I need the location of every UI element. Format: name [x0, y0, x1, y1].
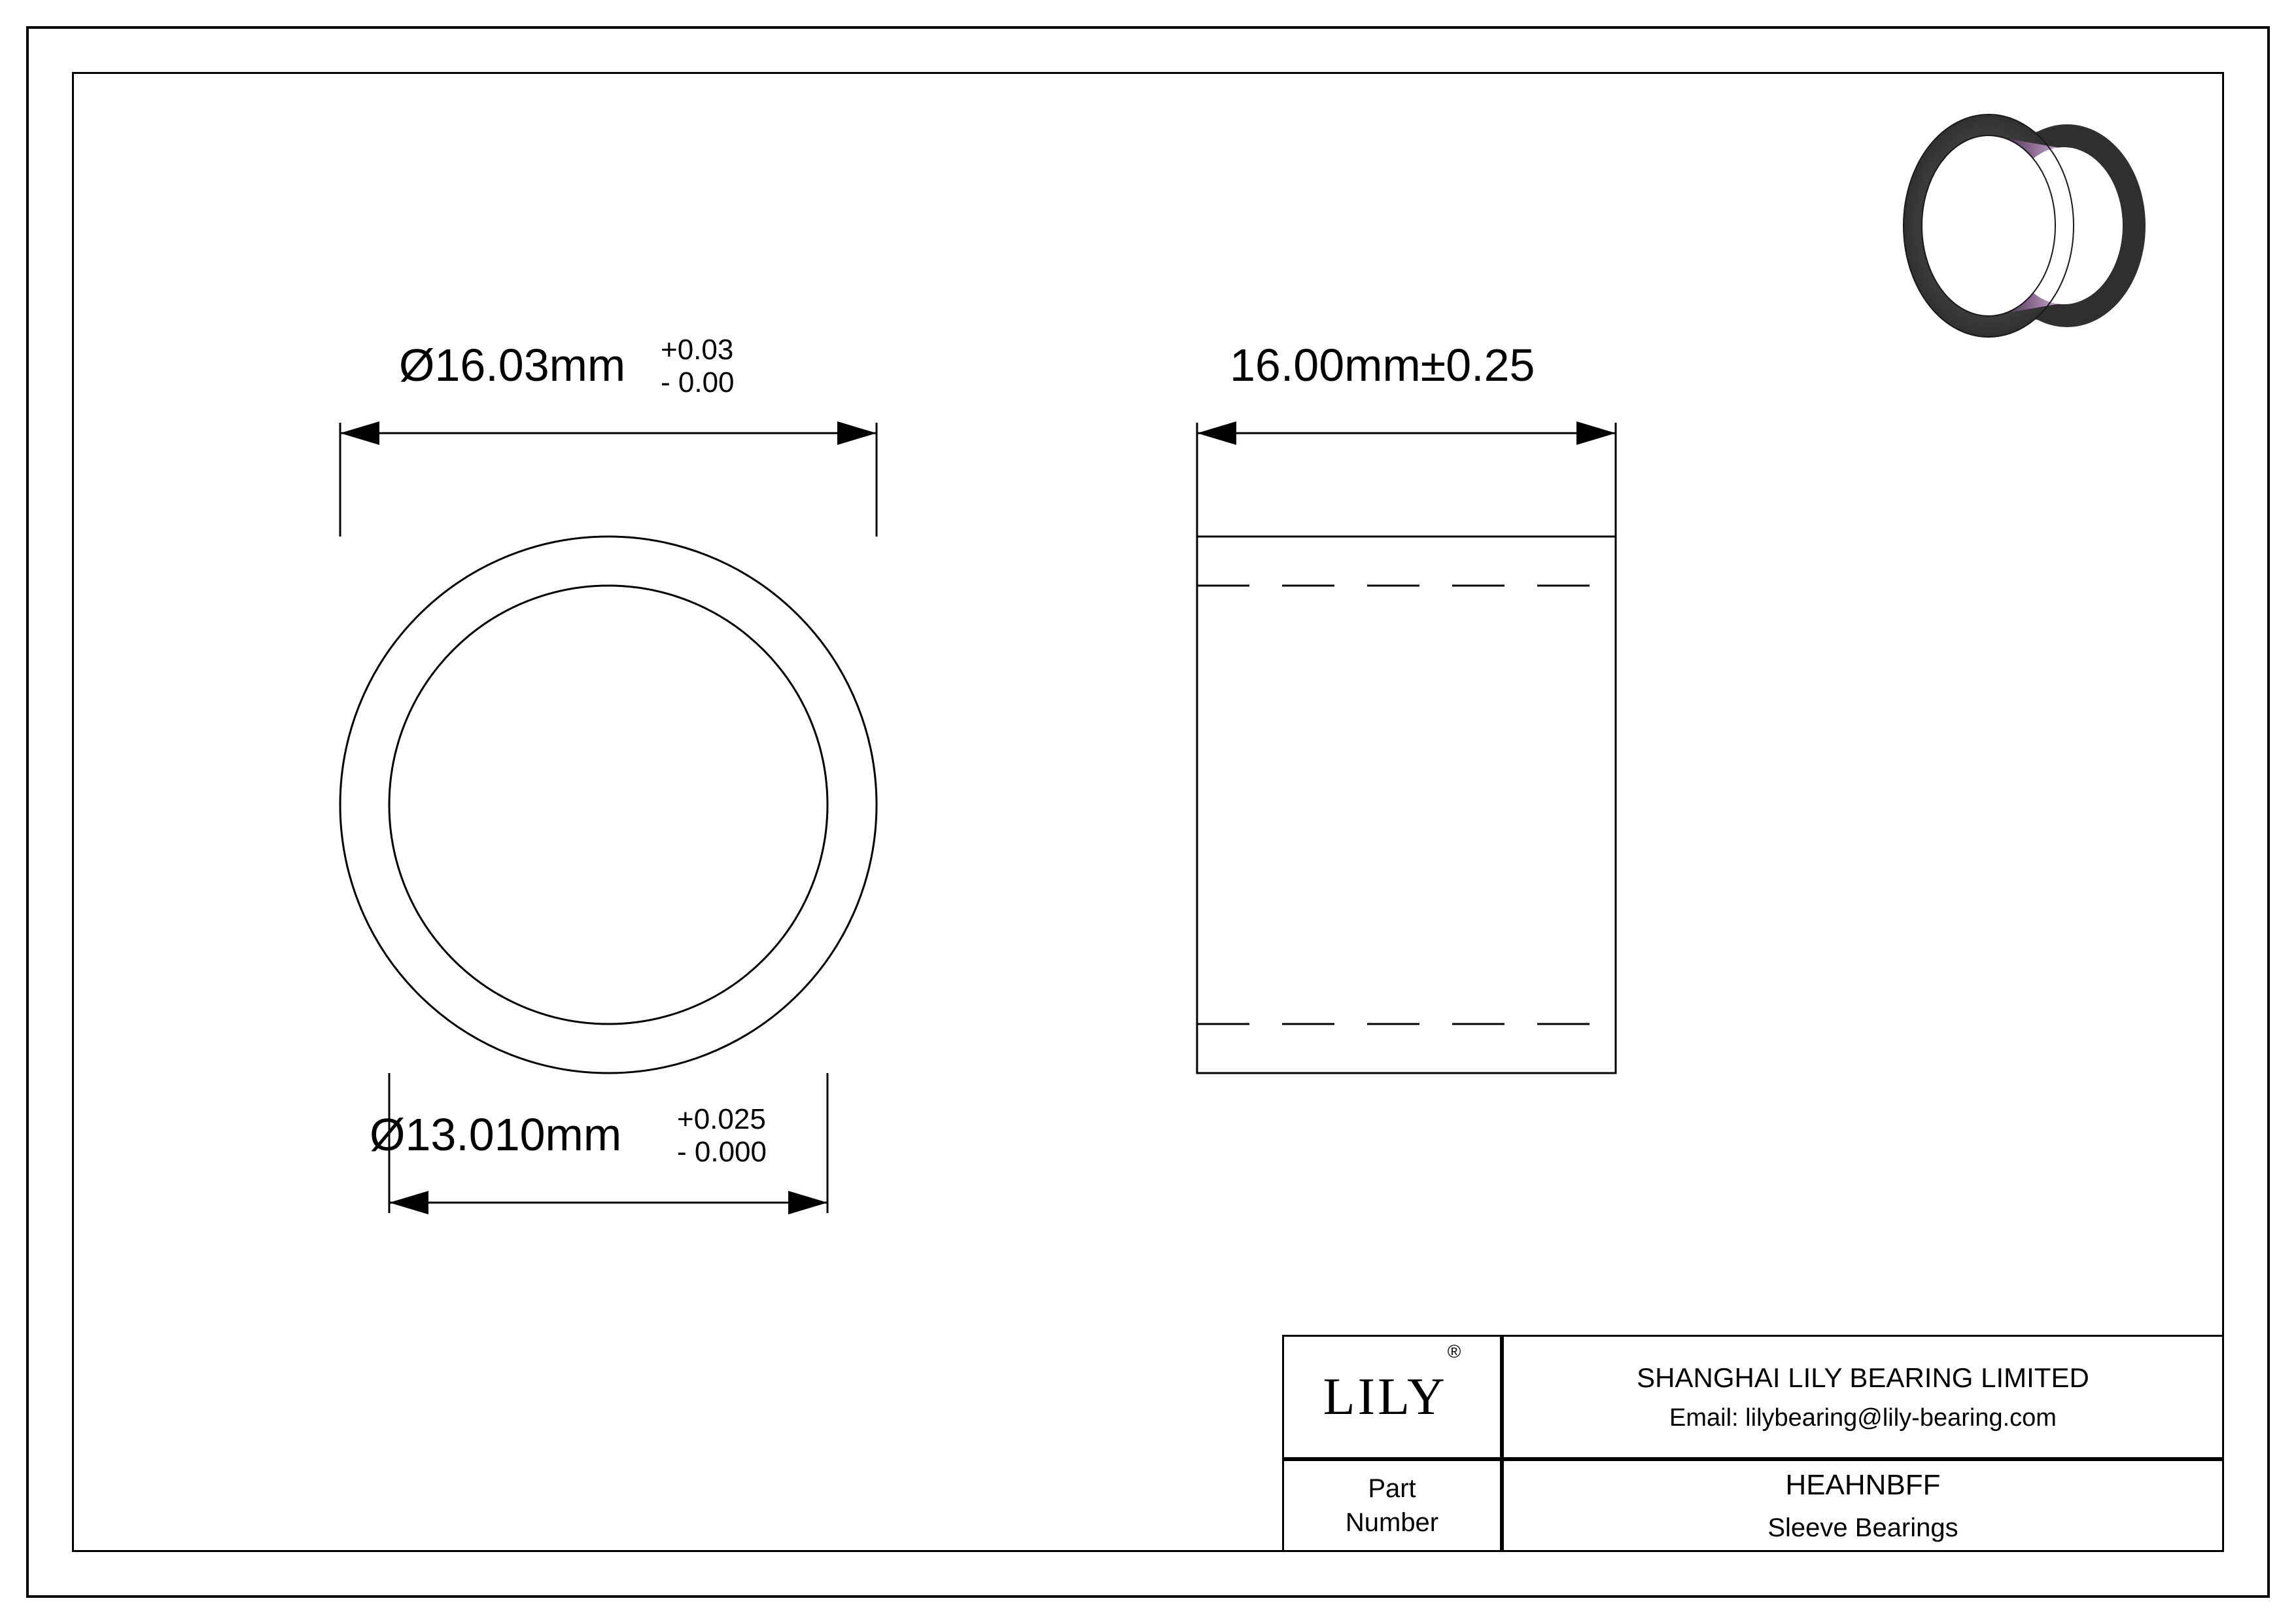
company-name: SHANGHAI LILY BEARING LIMITED: [1637, 1362, 2089, 1394]
dim-side-arrow-left: [1197, 421, 1236, 445]
part-number: HEAHNBFF: [1785, 1469, 1940, 1502]
iso-back-inner: [2005, 147, 2123, 304]
logo-text: LILY: [1323, 1368, 1448, 1426]
part-desc: Sleeve Bearings: [1767, 1513, 1958, 1543]
dim-side-arrow-right: [1576, 421, 1616, 445]
company-email: Email: lilybearing@lily-bearing.com: [1669, 1404, 2057, 1432]
part-label-l1: Part: [1368, 1474, 1416, 1503]
side-rect: [1197, 537, 1616, 1073]
title-partnumber-cell: HEAHNBFF Sleeve Bearings: [1502, 1459, 2224, 1552]
part-label-l2: Number: [1346, 1508, 1438, 1537]
logo-reg: ®: [1448, 1341, 1461, 1362]
title-partlabel-cell: Part Number: [1282, 1459, 1502, 1552]
logo: LILY®: [1323, 1368, 1461, 1427]
iso-view: [1897, 105, 2211, 347]
part-label: Part Number: [1346, 1472, 1438, 1540]
dim-side-text: 16.00mm±0.25: [1230, 339, 1535, 391]
title-company-cell: SHANGHAI LILY BEARING LIMITED Email: lil…: [1502, 1335, 2224, 1459]
title-logo-cell: LILY®: [1282, 1335, 1502, 1459]
dim-side-value: 16.00mm±0.25: [1230, 340, 1535, 391]
